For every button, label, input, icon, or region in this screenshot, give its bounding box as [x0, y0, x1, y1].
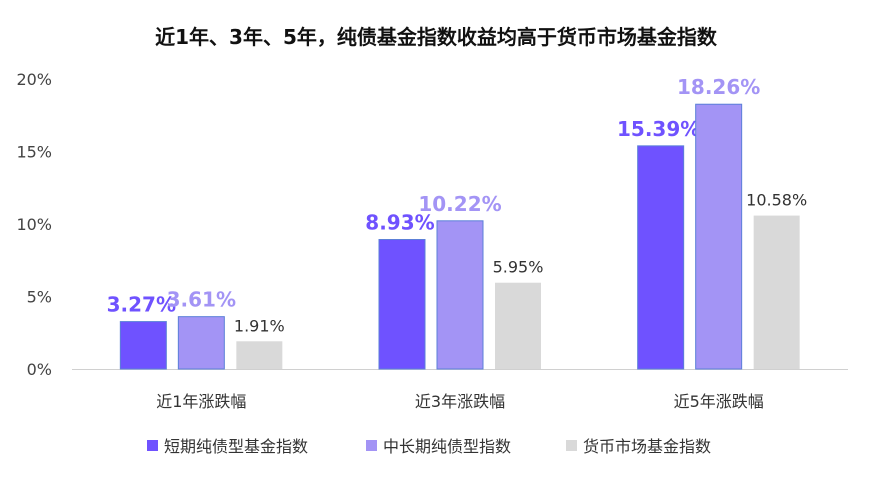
- legend-label: 中长期纯债型指数: [383, 437, 511, 456]
- y-tick-label: 20%: [16, 70, 52, 89]
- data-label: 1.91%: [234, 316, 285, 335]
- legend-item: 短期纯债型基金指数: [147, 437, 308, 456]
- legend-label: 货币市场基金指数: [583, 437, 711, 456]
- x-axis: 近1年涨跌幅 近3年涨跌幅 近5年涨跌幅: [156, 392, 764, 411]
- chart-title: 近1年、3年、5年，纯债基金指数收益均高于货币市场基金指数: [155, 25, 718, 49]
- legend-swatch: [366, 440, 377, 451]
- x-tick-label: 近5年涨跌幅: [674, 392, 764, 411]
- legend-swatch: [147, 440, 158, 451]
- y-tick-label: 10%: [16, 215, 52, 234]
- legend-label: 短期纯债型基金指数: [164, 437, 308, 456]
- bar: [177, 316, 225, 370]
- bar: [236, 341, 283, 369]
- bar: [119, 321, 167, 370]
- x-tick-label: 近1年涨跌幅: [156, 392, 246, 411]
- legend-swatch: [566, 440, 577, 451]
- legend-item: 货币市场基金指数: [566, 437, 711, 456]
- data-label: 8.93%: [365, 211, 434, 235]
- bar: [378, 239, 426, 370]
- legend-item: 中长期纯债型指数: [366, 437, 511, 456]
- y-tick-label: 15%: [16, 143, 52, 162]
- data-label: 3.61%: [167, 288, 236, 312]
- plot-area: 3.27%3.61% 1.91% 8.93%10.22% 5.95% 15.39% 18.…: [72, 75, 848, 370]
- data-label: 3.27%: [107, 293, 176, 317]
- data-label: 15.39%: [617, 117, 700, 141]
- bar: [753, 215, 800, 369]
- legend: 短期纯债型基金指数 中长期纯债型指数 货币市场基金指数: [147, 437, 711, 456]
- bar: [436, 220, 484, 370]
- y-axis: 0% 5% 10% 15% 20%: [16, 70, 52, 379]
- y-tick-label: 0%: [27, 360, 52, 379]
- y-tick-label: 5%: [27, 288, 52, 307]
- bar: [637, 145, 685, 370]
- data-label: 18.26%: [677, 75, 760, 99]
- x-tick-label: 近3年涨跌幅: [415, 392, 505, 411]
- data-label: 10.58%: [746, 191, 807, 210]
- bar: [495, 282, 541, 369]
- data-label: 5.95%: [493, 258, 544, 277]
- data-label: 10.22%: [418, 192, 501, 216]
- bar: [695, 103, 743, 370]
